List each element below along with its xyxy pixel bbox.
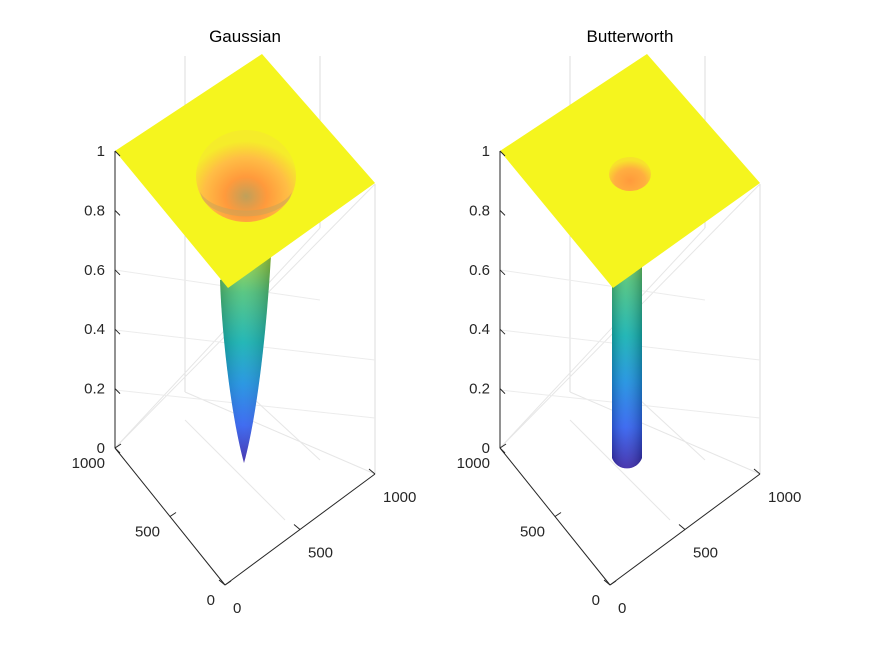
y-tick-label: 1000	[72, 455, 105, 472]
x-tick-label: 500	[308, 545, 333, 562]
y-tick	[224, 580, 232, 586]
y-tick-label: 1000	[457, 455, 490, 472]
x-tick-label: 1000	[768, 489, 801, 506]
z-tick-label: 0.2	[469, 381, 490, 398]
z-tick	[499, 269, 506, 276]
z-tick	[499, 210, 506, 216]
y-tick-label: 0	[207, 592, 215, 609]
y-tick	[609, 580, 617, 586]
z-tick-label: 0.4	[469, 321, 490, 338]
x-tick-label: 0	[618, 600, 626, 617]
x-tick	[218, 579, 226, 586]
surface	[115, 54, 375, 463]
z-tick-label: 0	[482, 440, 490, 457]
z-tick	[499, 328, 506, 335]
gaussian-panel: Gaussian 00.20.	[72, 27, 417, 617]
z-tick	[114, 210, 121, 216]
z-tick-label: 0.8	[84, 202, 105, 219]
x-tick-label: 500	[693, 545, 718, 562]
y-tick	[499, 443, 507, 449]
z-tick-label: 0.8	[469, 202, 490, 219]
y-tick-label: 500	[135, 524, 160, 541]
y-tick	[169, 512, 177, 517]
z-tick-label: 1	[482, 143, 490, 160]
x-tick	[678, 524, 686, 530]
x-tick-label: 1000	[383, 489, 416, 506]
z-tick-label: 0	[97, 440, 105, 457]
z-tick-label: 1	[97, 143, 105, 160]
z-tick-label: 0.6	[469, 262, 490, 279]
z-tick	[499, 388, 506, 394]
z-tick	[114, 269, 121, 276]
grid-lines	[114, 56, 376, 521]
y-tick	[114, 443, 122, 449]
y-tick	[554, 512, 562, 517]
z-tick	[499, 150, 506, 157]
z-tick	[114, 328, 121, 335]
chart-title: Gaussian	[209, 27, 281, 46]
y-tick-label: 0	[592, 592, 600, 609]
chart-title: Butterworth	[587, 27, 674, 46]
x-tick	[368, 468, 376, 475]
x-tick	[753, 468, 761, 475]
x-tick-label: 0	[233, 600, 241, 617]
z-tick	[114, 388, 121, 394]
z-tick	[499, 447, 506, 454]
z-tick-label: 0.2	[84, 381, 105, 398]
z-tick-label: 0.4	[84, 321, 105, 338]
z-tick	[114, 150, 121, 157]
z-tick-label: 0.6	[84, 262, 105, 279]
surface	[500, 54, 760, 469]
x-tick	[293, 524, 301, 530]
z-tick	[114, 447, 121, 454]
y-tick-label: 500	[520, 524, 545, 541]
butterworth-panel: Butterworth 0 0.2 0.4 0.6	[457, 27, 802, 617]
x-tick	[603, 579, 611, 586]
